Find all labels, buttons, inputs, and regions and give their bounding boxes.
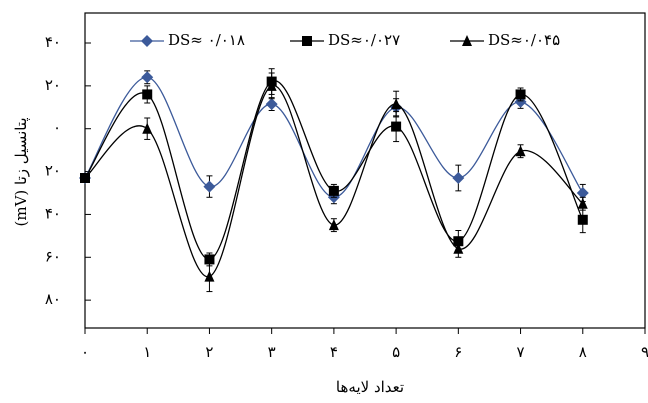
y-tick-label: ۲۰: [45, 76, 61, 94]
data-point: [576, 187, 589, 199]
x-tick-label: ۹: [641, 343, 648, 361]
x-tick-label: ۶: [454, 343, 462, 361]
y-tick-label: ۶۰: [45, 247, 61, 265]
data-point: [142, 89, 153, 100]
x-tick-label: ۷: [517, 343, 525, 361]
data-point: [515, 89, 526, 100]
data-point: [266, 79, 277, 91]
data-point: [141, 71, 154, 84]
legend-marker: [462, 35, 472, 46]
x-tick-label: ۵: [392, 343, 400, 361]
x-axis-title: تعداد لایه‌ها: [336, 378, 404, 396]
y-tick-label: ۰: [53, 119, 61, 137]
data-point: [391, 121, 402, 132]
series-line: [84, 76, 584, 198]
data-point: [142, 122, 153, 134]
legend-label: DS≈ ۰/۰۱۸: [168, 31, 245, 49]
data-point: [328, 185, 339, 196]
data-point: [204, 270, 215, 282]
series-line: [84, 85, 584, 278]
legend-label: DS≈۰/۰۲۷: [328, 31, 400, 49]
y-axis-title: پتانسیل زتا (mV): [12, 117, 30, 226]
x-tick-label: ۸: [579, 343, 587, 361]
data-point: [204, 254, 215, 265]
x-tick-label: ۱: [143, 343, 151, 361]
data-point: [577, 197, 588, 209]
x-tick-label: ۳: [268, 343, 276, 361]
x-tick-label: ۰: [81, 343, 89, 361]
data-point: [265, 98, 278, 111]
legend-marker: [141, 35, 153, 47]
legend-label: DS≈۰/۰۴۵: [488, 31, 560, 49]
data-point: [453, 242, 464, 254]
data-point: [577, 214, 588, 225]
series-line: [84, 80, 584, 261]
data-point: [80, 172, 90, 183]
data-point: [452, 172, 465, 184]
plot-frame: [84, 12, 646, 329]
x-tick-label: ۲: [205, 343, 213, 361]
data-point: [203, 180, 216, 193]
legend-marker: [302, 36, 312, 46]
x-tick-label: ۴: [330, 343, 338, 361]
data-point: [515, 145, 526, 157]
y-tick-label: ۴۰: [45, 33, 61, 51]
y-tick-label: ۴۰: [45, 204, 61, 222]
data-point: [391, 98, 402, 110]
y-tick-label: ۲۰: [45, 162, 61, 180]
y-tick-label: ۸۰: [45, 290, 61, 308]
data-point: [328, 219, 339, 231]
